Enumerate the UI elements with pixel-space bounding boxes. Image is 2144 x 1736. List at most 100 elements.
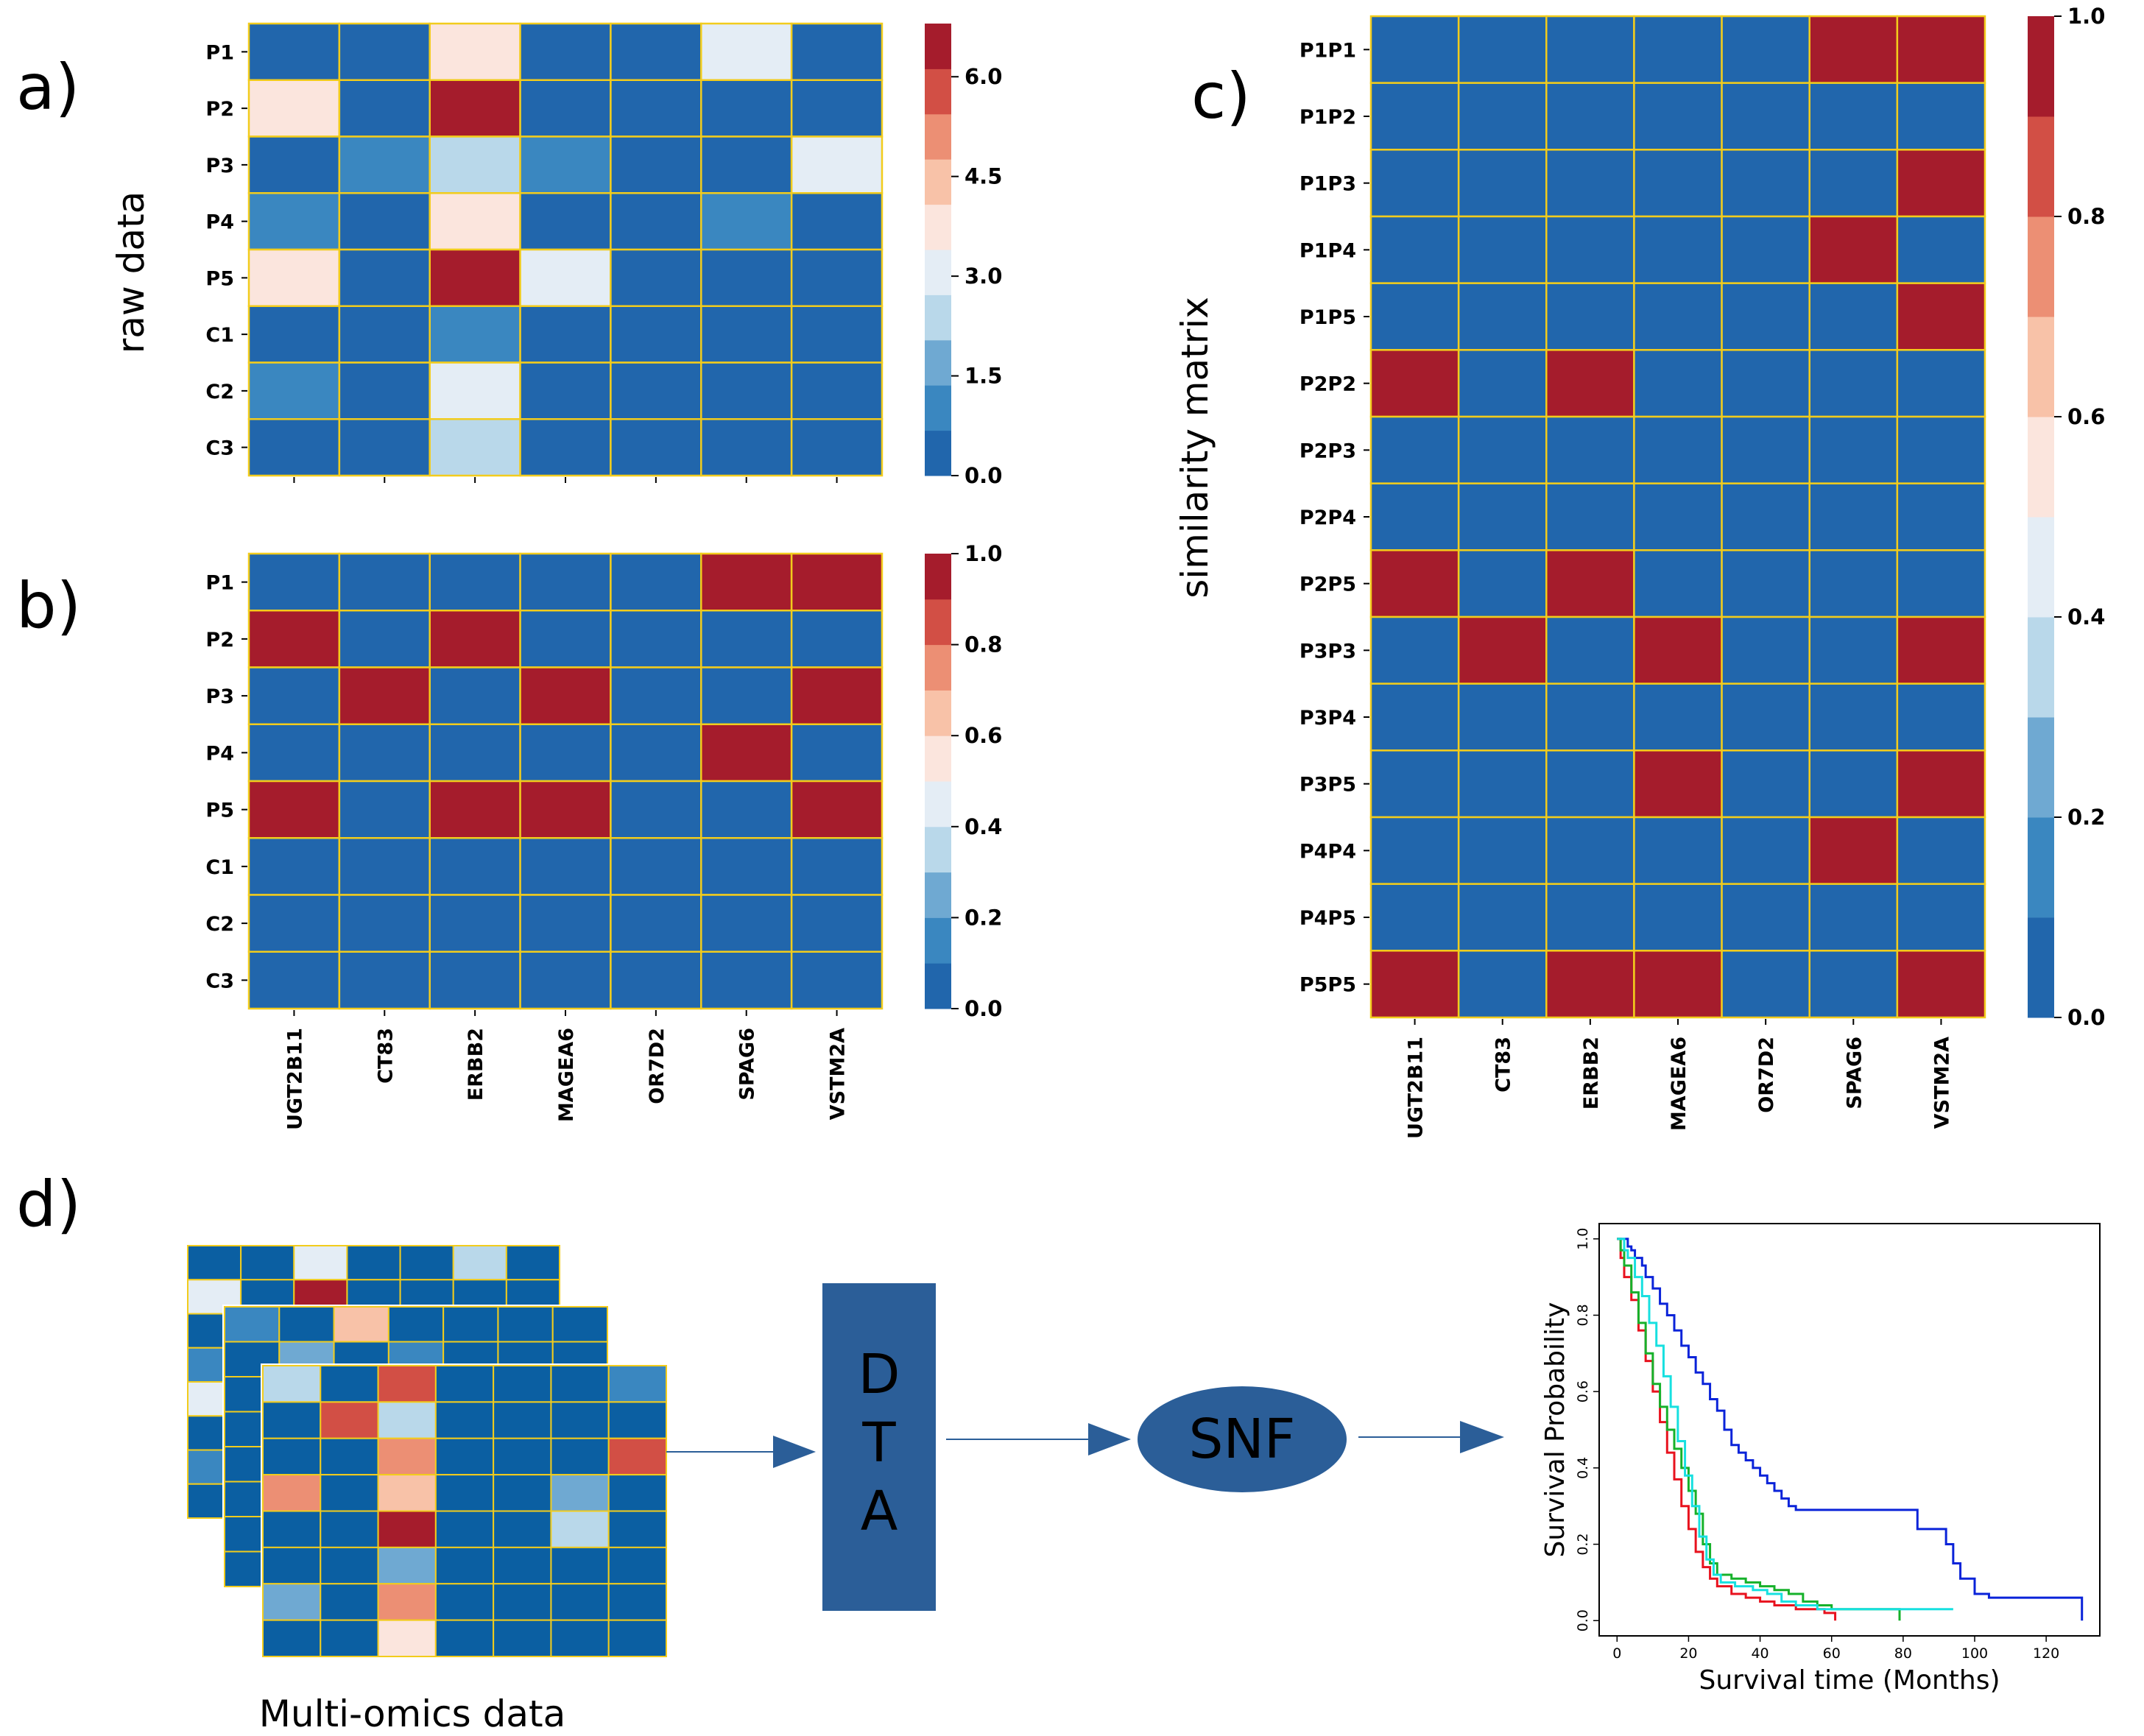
heatmap-cell — [790, 418, 884, 477]
omics-cell — [387, 1306, 445, 1343]
omics-cell — [377, 1619, 437, 1657]
heatmap-cell — [700, 950, 793, 1010]
row-label: P1P1 — [1300, 39, 1356, 62]
colorbar-swatch — [2028, 717, 2054, 818]
colorbar-swatch — [925, 385, 951, 431]
heatmap-cell — [519, 666, 612, 725]
heatmap-cell — [1896, 82, 1986, 151]
heatmap-cell — [429, 79, 521, 138]
omics-cell — [377, 1401, 437, 1439]
heatmap-cell — [1457, 215, 1548, 284]
heatmap-cell — [429, 192, 521, 251]
heatmap-cell — [338, 894, 431, 953]
omics-cell — [320, 1474, 379, 1512]
col-label: SPAG6 — [1843, 1037, 1866, 1109]
omics-cell — [320, 1583, 379, 1621]
heatmap-cell — [1457, 682, 1548, 752]
heatmap-cell — [1545, 549, 1635, 618]
heatmap-cell — [1457, 615, 1548, 685]
omics-cell — [187, 1245, 242, 1281]
heatmap-cell — [1896, 883, 1986, 952]
heatmap-cell — [519, 837, 612, 896]
omics-cell — [320, 1510, 379, 1548]
heatmap-cell — [247, 837, 341, 896]
heatmap-cell — [429, 135, 521, 194]
arrow-to-survival — [1358, 1421, 1504, 1453]
heatmap-cell — [1633, 415, 1723, 484]
heatmap-cell — [790, 723, 884, 783]
colorbar-tick-label: 4.5 — [965, 164, 1002, 189]
heatmap-cell — [790, 248, 884, 307]
heatmap-cell — [1457, 749, 1548, 819]
heatmap-cell — [790, 610, 884, 668]
colorbar-tick-label: 0.0 — [2067, 1005, 2105, 1030]
heatmap-cell — [338, 22, 431, 81]
omics-cell — [550, 1437, 610, 1476]
heatmap-cell — [1545, 682, 1635, 752]
heatmap-cell — [1457, 816, 1548, 885]
colorbar-swatch — [2028, 517, 2054, 618]
heatmap-cell — [1545, 816, 1635, 885]
heatmap-cell — [790, 950, 884, 1010]
omics-cell — [377, 1365, 437, 1403]
omics-cell — [551, 1306, 609, 1343]
heatmap-cell — [247, 610, 341, 668]
heatmap-cell — [338, 723, 431, 783]
row-label: C3 — [205, 970, 234, 992]
heatmap-cell — [1545, 749, 1635, 819]
colorbar-tick-label: 0.2 — [965, 905, 1002, 930]
heatmap-cell — [429, 610, 521, 668]
heatmap-cell — [1633, 349, 1723, 418]
panel-d-letter: d) — [16, 1168, 81, 1241]
colorbar-swatch — [2028, 317, 2054, 417]
heatmap-cell — [610, 248, 702, 307]
heatmap-cell — [1633, 482, 1723, 551]
heatmap-cell — [1721, 549, 1810, 618]
heatmap-cell — [1369, 682, 1460, 752]
col-label: MAGEA6 — [1668, 1037, 1690, 1131]
heatmap-cell — [1808, 549, 1899, 618]
heatmap-cell — [1545, 282, 1635, 351]
heatmap-cell — [247, 79, 341, 138]
heatmap-cell — [1545, 615, 1635, 685]
colorbar-tick-label: 0.2 — [2067, 805, 2105, 830]
km-x-axis-label: Survival time (Months) — [1699, 1665, 2000, 1696]
colorbar-tick-label: 6.0 — [965, 64, 1002, 89]
row-label: P1P5 — [1300, 306, 1356, 329]
km-y-tick-label: 0.2 — [1575, 1533, 1591, 1555]
omics-cell — [607, 1510, 668, 1548]
omics-cell — [278, 1306, 335, 1343]
row-label: P1P4 — [1300, 239, 1356, 262]
heatmap-cell — [1721, 349, 1810, 418]
omics-cell — [493, 1437, 552, 1476]
heatmap-cell — [1808, 615, 1899, 685]
panel-c-letter: c) — [1191, 60, 1251, 133]
heatmap-cell — [1896, 682, 1986, 752]
heatmap-cell — [1721, 149, 1810, 218]
heatmap-cell — [429, 418, 521, 477]
col-label: UGT2B11 — [1405, 1037, 1428, 1139]
heatmap-cell — [519, 552, 612, 612]
colorbar-swatch — [925, 113, 951, 160]
heatmap-cell — [1808, 950, 1899, 1019]
heatmap-cell — [1808, 682, 1899, 752]
colorbar-swatch — [925, 159, 951, 205]
km-y-tick-label: 0.0 — [1575, 1609, 1591, 1631]
heatmap-cell — [429, 552, 521, 612]
snf-label: SNF — [1189, 1408, 1296, 1471]
heatmap-cell — [1721, 682, 1810, 752]
heatmap-cell — [1896, 215, 1986, 284]
omics-cell — [377, 1437, 437, 1476]
omics-cell — [442, 1306, 499, 1343]
col-label: CT83 — [374, 1028, 397, 1084]
row-label: P5P5 — [1300, 974, 1356, 997]
row-label: C1 — [205, 856, 234, 879]
km-y-tick-label: 0.6 — [1575, 1380, 1591, 1402]
heatmap-cell — [790, 135, 884, 194]
heatmap-cell — [1633, 82, 1723, 151]
heatmap-cell — [1808, 82, 1899, 151]
omics-cell — [434, 1619, 495, 1657]
heatmap-cell — [1545, 415, 1635, 484]
omics-cell — [262, 1583, 322, 1621]
colorbar-swatch — [925, 68, 951, 115]
